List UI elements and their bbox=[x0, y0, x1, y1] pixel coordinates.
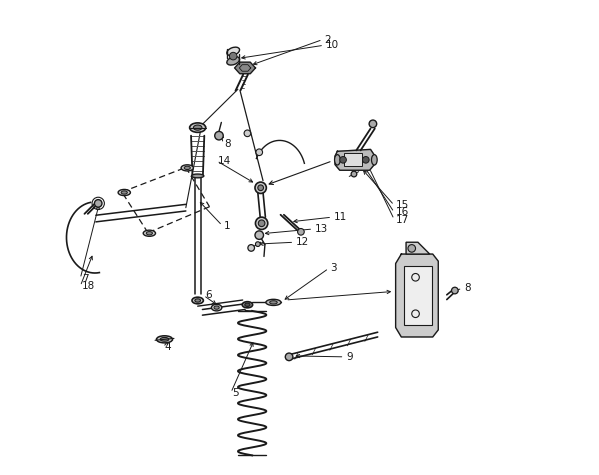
Text: 8: 8 bbox=[464, 283, 470, 293]
Ellipse shape bbox=[192, 174, 204, 178]
Text: 4: 4 bbox=[165, 342, 171, 352]
Circle shape bbox=[362, 157, 369, 163]
Bar bbox=[404, 266, 432, 325]
Text: 10: 10 bbox=[325, 40, 338, 50]
Text: 7: 7 bbox=[81, 274, 88, 284]
Ellipse shape bbox=[193, 125, 202, 130]
Text: 11: 11 bbox=[334, 212, 347, 222]
Polygon shape bbox=[396, 254, 438, 337]
Ellipse shape bbox=[266, 299, 281, 305]
Ellipse shape bbox=[195, 299, 201, 302]
Circle shape bbox=[369, 120, 377, 128]
Ellipse shape bbox=[242, 302, 253, 308]
Circle shape bbox=[255, 242, 260, 247]
Ellipse shape bbox=[245, 303, 250, 306]
Text: 16: 16 bbox=[396, 208, 409, 218]
Ellipse shape bbox=[335, 155, 340, 165]
Ellipse shape bbox=[143, 230, 156, 237]
Circle shape bbox=[255, 231, 264, 239]
Text: 8: 8 bbox=[225, 139, 231, 149]
Text: 2: 2 bbox=[324, 35, 331, 45]
Circle shape bbox=[285, 353, 293, 361]
Circle shape bbox=[298, 228, 304, 235]
Circle shape bbox=[95, 200, 102, 207]
Ellipse shape bbox=[211, 304, 222, 311]
Text: 14: 14 bbox=[218, 156, 231, 166]
Text: 1: 1 bbox=[223, 221, 231, 231]
Text: 5: 5 bbox=[232, 388, 239, 398]
Circle shape bbox=[408, 245, 416, 252]
Text: 17: 17 bbox=[396, 215, 409, 225]
Polygon shape bbox=[406, 242, 429, 254]
Ellipse shape bbox=[190, 123, 205, 133]
Polygon shape bbox=[235, 62, 255, 74]
Ellipse shape bbox=[156, 336, 173, 343]
Ellipse shape bbox=[227, 47, 240, 56]
Circle shape bbox=[255, 217, 268, 229]
Text: 12: 12 bbox=[296, 237, 309, 247]
Circle shape bbox=[256, 149, 262, 156]
Text: 3: 3 bbox=[330, 263, 337, 273]
Text: 15: 15 bbox=[396, 200, 409, 210]
Text: 18: 18 bbox=[81, 281, 95, 291]
Circle shape bbox=[340, 157, 346, 163]
Ellipse shape bbox=[192, 297, 203, 304]
Polygon shape bbox=[335, 150, 374, 170]
Ellipse shape bbox=[118, 190, 131, 196]
Ellipse shape bbox=[214, 306, 219, 309]
Ellipse shape bbox=[121, 191, 128, 194]
Ellipse shape bbox=[184, 166, 190, 170]
Ellipse shape bbox=[181, 165, 193, 171]
Circle shape bbox=[351, 171, 357, 177]
Ellipse shape bbox=[371, 155, 377, 165]
Circle shape bbox=[258, 185, 264, 190]
Ellipse shape bbox=[270, 301, 277, 304]
Ellipse shape bbox=[227, 57, 240, 65]
Ellipse shape bbox=[146, 232, 152, 235]
Text: 6: 6 bbox=[205, 290, 211, 300]
Circle shape bbox=[244, 130, 251, 137]
Text: 13: 13 bbox=[314, 224, 328, 234]
Ellipse shape bbox=[161, 337, 169, 341]
Circle shape bbox=[452, 287, 458, 294]
Text: 9: 9 bbox=[346, 352, 353, 362]
Circle shape bbox=[258, 220, 265, 227]
Circle shape bbox=[229, 52, 237, 60]
Bar bbox=[344, 153, 362, 166]
Circle shape bbox=[255, 182, 267, 193]
Circle shape bbox=[248, 245, 255, 251]
Circle shape bbox=[214, 132, 223, 140]
